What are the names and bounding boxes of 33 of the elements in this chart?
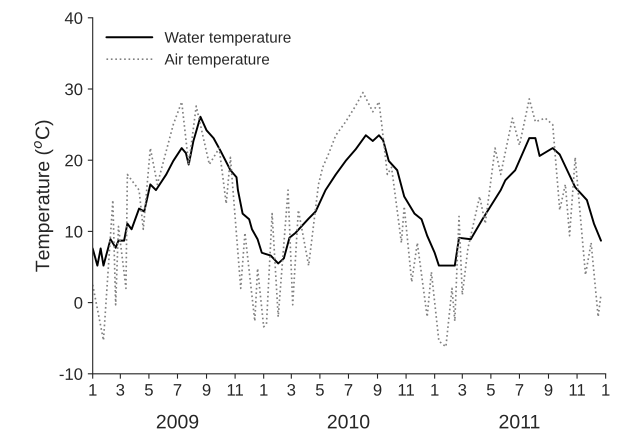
y-tick-label: 40 xyxy=(64,12,82,24)
y-tick-label: 0 xyxy=(74,297,82,309)
x-tick-label: 9 xyxy=(544,384,552,396)
x2-tick-label: 2010 xyxy=(328,414,370,429)
x-tick-label: 1 xyxy=(602,384,610,396)
y-tick-label: -10 xyxy=(60,368,82,380)
x-tick-label: 5 xyxy=(316,384,324,396)
x-tick-label: 11 xyxy=(570,384,585,396)
x-tick-label: 1 xyxy=(260,384,268,396)
x-tick-label: 11 xyxy=(398,384,414,396)
legend-label: Air temperature xyxy=(164,53,270,68)
x-tick-label: 1 xyxy=(431,384,438,396)
y-tick-label: 10 xyxy=(66,226,82,238)
x-tick-label: 9 xyxy=(202,384,210,396)
x2-tick-label: 2009 xyxy=(156,414,198,429)
x-tick-label: 5 xyxy=(144,384,153,396)
x-tick-label: 11 xyxy=(228,384,243,396)
x-tick-label: 7 xyxy=(174,384,182,396)
x-tick-label: 9 xyxy=(374,384,382,396)
x-tick-label: 3 xyxy=(458,384,466,396)
x-tick-label: 7 xyxy=(516,384,524,396)
y-axis-title: Temperature ($^{o}$C) xyxy=(34,120,54,272)
x-tick-label: 3 xyxy=(116,384,124,396)
x-tick-label: 5 xyxy=(486,384,495,396)
x2-tick-label: 2011 xyxy=(500,414,540,429)
y-tick-label: 20 xyxy=(65,154,82,166)
line-series xyxy=(92,116,602,267)
x-tick-label: 7 xyxy=(344,384,352,396)
legend-label: Water temperature xyxy=(164,32,291,46)
y-tick-label: 30 xyxy=(65,83,82,96)
line-series xyxy=(92,92,602,348)
x-tick-label: 3 xyxy=(287,384,296,396)
x-tick-label: 1 xyxy=(89,384,97,396)
